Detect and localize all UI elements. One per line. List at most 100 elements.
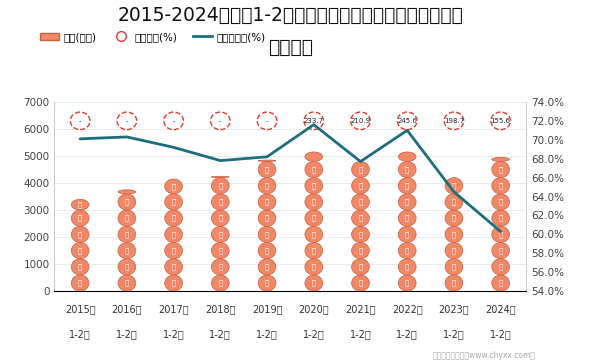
Text: 债: 债 xyxy=(499,215,503,222)
Text: 1-2月: 1-2月 xyxy=(256,329,278,339)
Text: 债: 债 xyxy=(78,280,82,286)
Ellipse shape xyxy=(118,210,136,226)
Text: 债: 债 xyxy=(358,199,362,205)
Ellipse shape xyxy=(492,161,509,178)
Text: 债: 债 xyxy=(452,182,456,189)
Text: 债: 债 xyxy=(499,182,503,189)
Text: 债: 债 xyxy=(171,264,175,270)
Ellipse shape xyxy=(491,112,511,130)
Ellipse shape xyxy=(352,178,370,194)
Ellipse shape xyxy=(492,259,509,275)
Ellipse shape xyxy=(492,242,509,259)
Text: 债: 债 xyxy=(358,166,362,173)
Text: 债: 债 xyxy=(78,201,82,208)
Text: 债: 债 xyxy=(405,280,410,286)
Text: 2018年: 2018年 xyxy=(205,304,235,314)
Text: 1-2月: 1-2月 xyxy=(443,329,465,339)
Text: 债: 债 xyxy=(265,264,269,270)
Ellipse shape xyxy=(305,161,322,178)
Ellipse shape xyxy=(352,259,370,275)
Text: 债: 债 xyxy=(218,182,223,189)
Ellipse shape xyxy=(398,178,416,194)
Ellipse shape xyxy=(258,161,276,178)
Text: 债: 债 xyxy=(452,199,456,205)
Ellipse shape xyxy=(398,259,416,275)
Text: 债: 债 xyxy=(218,199,223,205)
Ellipse shape xyxy=(445,194,463,210)
Text: 2016年: 2016年 xyxy=(111,304,142,314)
Ellipse shape xyxy=(258,194,276,210)
Text: 155.6: 155.6 xyxy=(491,118,511,124)
Text: 债: 债 xyxy=(405,182,410,189)
Text: 债: 债 xyxy=(218,231,223,238)
Text: 债: 债 xyxy=(358,182,362,189)
Text: 债: 债 xyxy=(312,280,316,286)
Ellipse shape xyxy=(445,259,463,275)
Ellipse shape xyxy=(71,242,89,259)
Legend: 负债(亿元), 产权比率(%), 资产负债率(%): 负债(亿元), 产权比率(%), 资产负债率(%) xyxy=(36,28,269,46)
Ellipse shape xyxy=(165,242,183,259)
Ellipse shape xyxy=(211,242,229,259)
Text: 233.7: 233.7 xyxy=(304,118,324,124)
Text: 1-2月: 1-2月 xyxy=(350,329,371,339)
Ellipse shape xyxy=(398,152,416,161)
Text: 债: 债 xyxy=(405,166,410,173)
Text: 2017年: 2017年 xyxy=(159,304,189,314)
Ellipse shape xyxy=(117,112,137,130)
Text: 债: 债 xyxy=(218,247,223,254)
Ellipse shape xyxy=(211,112,230,130)
Text: 2015年: 2015年 xyxy=(65,304,96,314)
Text: 债: 债 xyxy=(499,231,503,238)
Ellipse shape xyxy=(165,210,183,226)
Ellipse shape xyxy=(211,259,229,275)
Text: 债: 债 xyxy=(171,199,175,205)
Ellipse shape xyxy=(71,259,89,275)
Text: 债: 债 xyxy=(405,264,410,270)
Ellipse shape xyxy=(445,275,463,291)
Ellipse shape xyxy=(71,210,89,226)
Ellipse shape xyxy=(305,226,322,242)
Text: 债: 债 xyxy=(358,215,362,222)
Text: 债: 债 xyxy=(125,247,129,254)
Text: 制图：智研咨询（www.chyxx.com）: 制图：智研咨询（www.chyxx.com） xyxy=(433,351,535,360)
Text: 债: 债 xyxy=(171,231,175,238)
Ellipse shape xyxy=(352,194,370,210)
Text: 债: 债 xyxy=(218,280,223,286)
Ellipse shape xyxy=(305,178,322,194)
Ellipse shape xyxy=(398,161,416,178)
Text: 债: 债 xyxy=(312,182,316,189)
Ellipse shape xyxy=(165,259,183,275)
Text: 2015-2024年各年1-2月有色金属冶炼和压延加工业企业负: 2015-2024年各年1-2月有色金属冶炼和压延加工业企业负 xyxy=(117,5,463,24)
Text: 债: 债 xyxy=(499,264,503,270)
Text: 债: 债 xyxy=(171,183,175,190)
Text: 债: 债 xyxy=(452,215,456,222)
Text: 2019年: 2019年 xyxy=(252,304,283,314)
Text: 245.6: 245.6 xyxy=(397,118,417,124)
Ellipse shape xyxy=(305,210,322,226)
Text: 2024年: 2024年 xyxy=(485,304,516,314)
Text: 债: 债 xyxy=(125,199,129,205)
Ellipse shape xyxy=(492,178,509,194)
Ellipse shape xyxy=(258,160,276,161)
Text: 债: 债 xyxy=(78,215,82,222)
Ellipse shape xyxy=(118,259,136,275)
Ellipse shape xyxy=(118,190,136,194)
Ellipse shape xyxy=(445,210,463,226)
Text: 债: 债 xyxy=(218,264,223,270)
Text: 债: 债 xyxy=(78,231,82,238)
Text: 债: 债 xyxy=(265,215,269,222)
Ellipse shape xyxy=(165,179,183,194)
Ellipse shape xyxy=(492,157,509,161)
Ellipse shape xyxy=(305,259,322,275)
Text: 债: 债 xyxy=(405,247,410,254)
Text: 债: 债 xyxy=(125,264,129,270)
Ellipse shape xyxy=(305,194,322,210)
Text: 债: 债 xyxy=(405,215,410,222)
Ellipse shape xyxy=(71,199,89,210)
Ellipse shape xyxy=(258,259,276,275)
Text: 债: 债 xyxy=(499,199,503,205)
Text: 债: 债 xyxy=(171,280,175,286)
Ellipse shape xyxy=(445,226,463,242)
Text: 债: 债 xyxy=(265,247,269,254)
Ellipse shape xyxy=(258,226,276,242)
